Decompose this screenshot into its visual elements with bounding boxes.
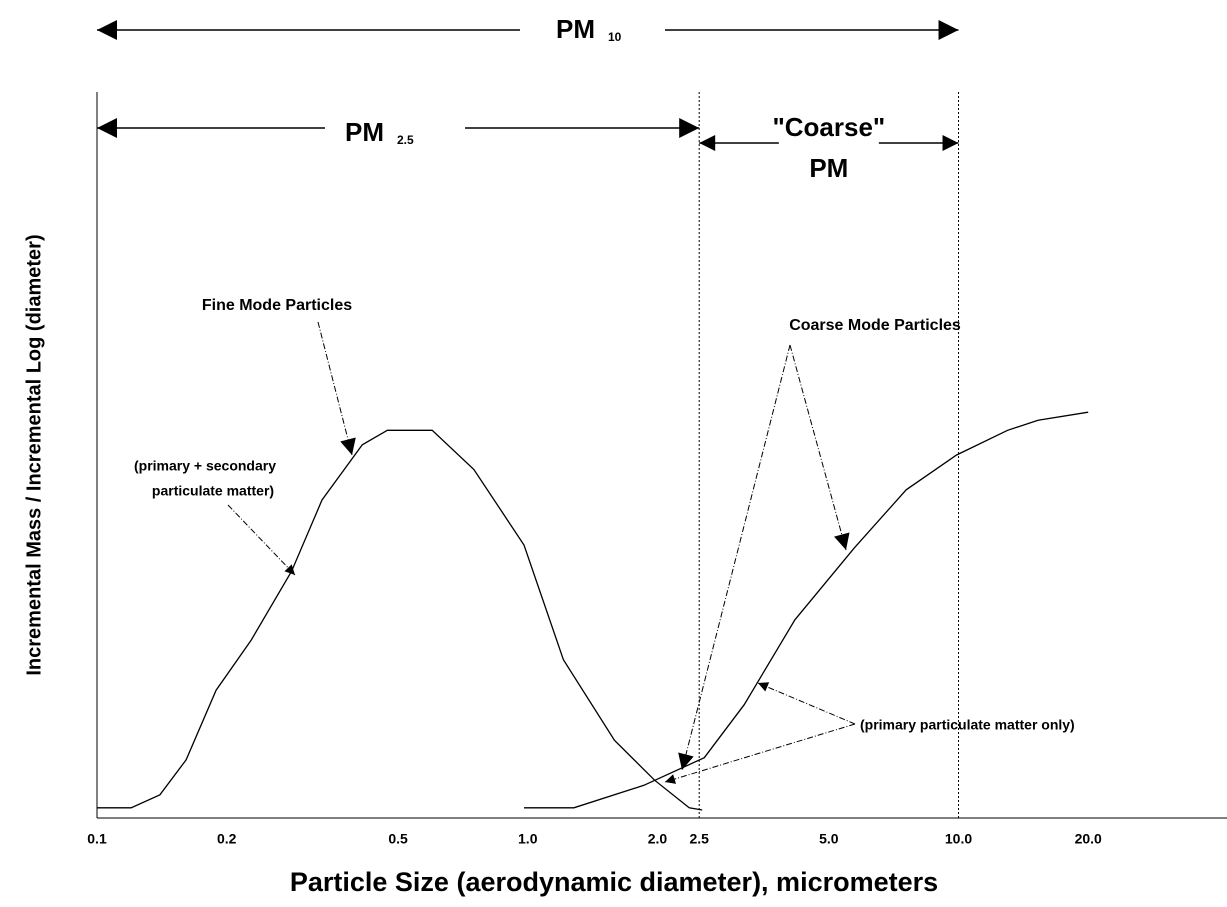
annotation-arrow xyxy=(317,321,356,456)
series-line xyxy=(524,411,1089,809)
y-axis-title: Incremental Mass / Incremental Log (diam… xyxy=(23,234,45,675)
annotation: (primary + secondary xyxy=(134,458,276,474)
range-sub: 10 xyxy=(608,30,622,44)
annotation-arrow xyxy=(678,344,791,771)
range-label: "Coarse" xyxy=(772,112,885,142)
annotation: Coarse Mode Particles xyxy=(789,317,961,334)
annotation-arrow xyxy=(757,682,856,725)
annotation: Fine Mode Particles xyxy=(202,297,352,314)
x-tick-label: 20.0 xyxy=(1075,831,1102,847)
x-tick-label: 0.2 xyxy=(217,831,237,847)
x-axis-title: Particle Size (aerodynamic diameter), mi… xyxy=(290,867,938,897)
x-tick-label: 1.0 xyxy=(518,831,538,847)
range-label: PM xyxy=(809,153,848,183)
series-line xyxy=(97,429,703,811)
x-tick-label: 10.0 xyxy=(945,831,972,847)
range-sub: 2.5 xyxy=(397,133,414,147)
x-tick-label: 2.5 xyxy=(689,831,709,847)
range-label: PM xyxy=(556,14,595,44)
range-label: PM xyxy=(345,117,384,147)
x-tick-label: 5.0 xyxy=(819,831,839,847)
annotation-arrow xyxy=(227,504,296,576)
x-tick-label: 0.5 xyxy=(388,831,408,847)
annotation-arrow xyxy=(789,344,850,551)
annotation: (primary particulate matter only) xyxy=(860,717,1075,733)
annotation-arrow xyxy=(664,723,856,784)
annotation: particulate matter) xyxy=(152,483,274,499)
x-tick-label: 0.1 xyxy=(87,831,107,847)
x-tick-label: 2.0 xyxy=(648,831,668,847)
